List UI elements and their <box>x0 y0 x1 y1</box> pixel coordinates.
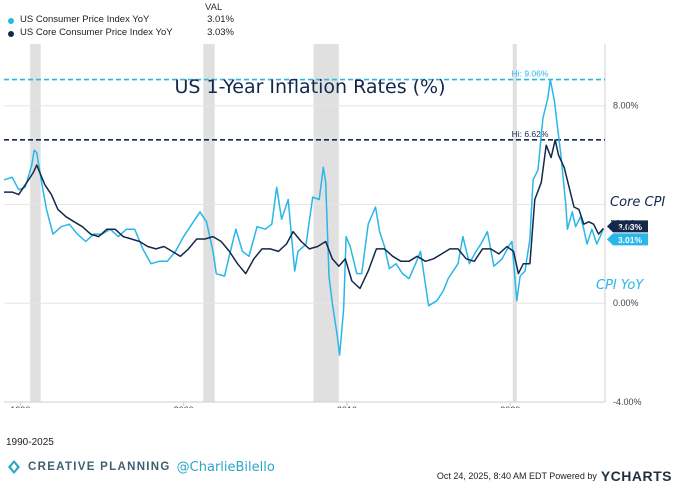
legend-label-cpi: US Consumer Price Index YoY <box>20 14 150 25</box>
credit-timestamp: Oct 24, 2025, 8:40 AM EDT Powered by <box>436 471 597 481</box>
x-tick-label-1: 2000 <box>174 405 194 408</box>
chart-credit: Oct 24, 2025, 8:40 AM EDT Powered by YCH… <box>437 468 672 484</box>
brand-footer: CREATIVE PLANNING @CharlieBilello <box>6 457 275 477</box>
y-tick-label-2: 0.00% <box>613 298 639 308</box>
end-value-badge-shape-0 <box>607 220 648 233</box>
inflation-line-chart: 8.00% 0.00% -4.00% 1990 2000 2010 2020 Hi: 9.06… <box>3 44 665 408</box>
high-label-0: Hi: 9.06% <box>512 69 549 79</box>
series-line-0 <box>3 78 605 356</box>
brand-name: CREATIVE PLANNING <box>28 461 171 473</box>
legend-value-core-cpi: 3.03% <box>207 27 234 38</box>
legend-dot-core-cpi <box>8 31 14 37</box>
chart-title: US 1-Year Inflation Rates (%) <box>174 76 445 98</box>
recession-band-3 <box>512 44 517 402</box>
legend-value-header: VAL <box>205 2 223 13</box>
end-value-text-0: 3.03% <box>618 222 643 232</box>
end-value-badge-1: 3.01% <box>607 233 648 246</box>
recession-band-2 <box>313 44 339 402</box>
author-handle[interactable]: @CharlieBilello <box>176 459 275 475</box>
x-tick-label-0: 1990 <box>10 405 30 408</box>
legend-dot-cpi <box>8 18 14 24</box>
x-tick-label-2: 2010 <box>337 405 357 408</box>
legend-value-cpi: 3.01% <box>207 14 234 25</box>
high-label-1: Hi: 6.62% <box>512 129 549 139</box>
annotation-cpi: CPI YoY <box>596 278 644 293</box>
end-value-text-1: 3.01% <box>618 235 643 245</box>
date-range-label: 1990-2025 <box>6 437 54 448</box>
recession-band-0 <box>30 44 41 402</box>
ycharts-logo[interactable]: YCHARTS <box>600 468 672 484</box>
y-tick-label-0: 8.00% <box>613 101 639 111</box>
creative-planning-logo-icon <box>8 460 20 474</box>
series-line-1 <box>4 139 604 290</box>
y-tick-label-3: -4.00% <box>613 397 642 407</box>
legend-item-cpi[interactable]: US Consumer Price Index YoY 3.01% <box>6 14 246 28</box>
recession-band-1 <box>203 44 215 402</box>
annotation-core-cpi-line2: YoY <box>610 219 633 234</box>
end-value-badge-0: 3.03% <box>607 220 648 233</box>
end-value-badge-shape-1 <box>607 233 648 246</box>
annotation-core-cpi-line1: Core CPI <box>610 195 665 210</box>
legend-item-core-cpi[interactable]: US Core Consumer Price Index YoY 3.03% <box>6 27 246 41</box>
legend-label-core-cpi: US Core Consumer Price Index YoY <box>20 27 173 38</box>
x-tick-label-3: 2020 <box>500 405 520 408</box>
